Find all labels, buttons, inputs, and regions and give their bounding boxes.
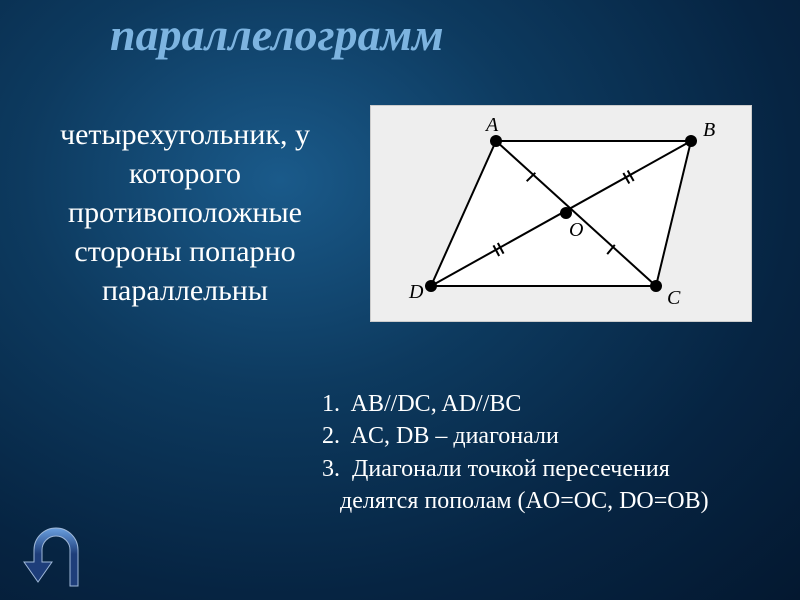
parallelogram-diagram: A B C D O bbox=[370, 105, 752, 322]
svg-text:B: B bbox=[703, 119, 715, 141]
definition-line-4: параллельны bbox=[102, 274, 268, 307]
definition-text: четырехугольник, у которого противополож… bbox=[20, 115, 350, 310]
svg-text:D: D bbox=[408, 281, 424, 303]
definition-line-3: стороны попарно bbox=[74, 235, 295, 268]
svg-text:A: A bbox=[484, 114, 499, 136]
property-line-2: 3. Диагонали точкой пересечения bbox=[322, 453, 709, 485]
title-text: параллелограмм bbox=[110, 9, 444, 60]
u-turn-arrow-icon bbox=[20, 520, 92, 590]
back-arrow-button[interactable] bbox=[20, 520, 92, 590]
svg-text:O: O bbox=[569, 219, 583, 241]
properties-list: 1. AB//DC, AD//BC 2. AC, DB – диагонали … bbox=[322, 388, 709, 518]
svg-text:C: C bbox=[667, 287, 681, 309]
definition-line-0: четырехугольник, у bbox=[60, 118, 310, 151]
diagram-svg: A B C D O bbox=[371, 106, 751, 321]
property-line-1: 2. AC, DB – диагонали bbox=[322, 420, 709, 452]
slide-title: параллелограмм bbox=[110, 8, 444, 61]
definition-line-2: противоположные bbox=[68, 196, 302, 229]
property-line-3: делятся пополам (AO=OC, DO=OB) bbox=[322, 485, 709, 517]
definition-line-1: которого bbox=[129, 157, 241, 190]
property-line-0: 1. AB//DC, AD//BC bbox=[322, 388, 709, 420]
